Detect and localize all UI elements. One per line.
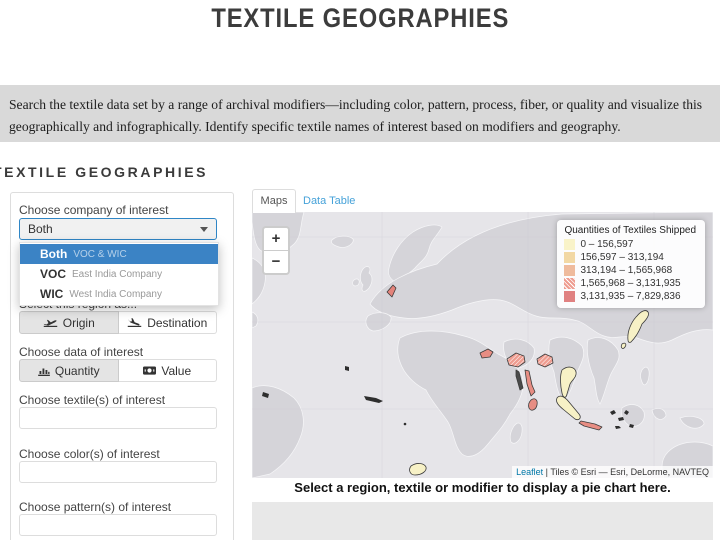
destination-button[interactable]: Destination (118, 311, 217, 334)
pie-chart-placeholder (252, 502, 713, 540)
legend-row: 1,565,968 – 3,131,935 (564, 278, 696, 289)
legend-swatch (564, 291, 576, 302)
company-dropdown: Both VOC & WIC VOC East India Company WI… (19, 242, 219, 306)
pattern-label: Choose pattern(s) of interest (19, 500, 172, 514)
money-bill-icon (143, 366, 157, 375)
chevron-down-icon (200, 226, 208, 232)
company-selected-value: Both (28, 222, 53, 236)
quantity-button[interactable]: Quantity (19, 359, 119, 382)
company-select[interactable]: Both (19, 218, 217, 240)
map-attribution: Leaflet | Tiles © Esri — Esri, DeLorme, … (512, 466, 713, 478)
company-label: Choose company of interest (19, 203, 169, 217)
pattern-input[interactable] (19, 514, 217, 536)
zoom-out-button[interactable]: − (264, 250, 288, 273)
legend-title: Quantities of Textiles Shipped (564, 225, 696, 236)
legend-swatch (564, 265, 576, 276)
tiles-credit: | Tiles © Esri — Esri, DeLorme, NAVTEQ (543, 467, 709, 477)
textile-label: Choose textile(s) of interest (19, 393, 166, 407)
origin-button[interactable]: Origin (19, 311, 119, 334)
legend-row: 0 – 156,597 (564, 239, 696, 250)
value-button[interactable]: Value (118, 359, 217, 382)
company-option-wic[interactable]: WIC West India Company (40, 287, 162, 301)
legend-row: 313,194 – 1,565,968 (564, 265, 696, 276)
page-title: TEXTILE GEOGRAPHIES (211, 3, 509, 33)
filter-panel: Choose company of interest Both Both VOC… (10, 192, 234, 540)
pie-chart-hint: Select a region, textile or modifier to … (294, 480, 671, 495)
leaflet-link[interactable]: Leaflet (516, 467, 544, 477)
textile-input[interactable] (19, 407, 217, 429)
plane-landing-icon (127, 317, 142, 328)
map-zoom-control: + − (262, 226, 290, 275)
map-legend: Quantities of Textiles Shipped 0 – 156,5… (557, 220, 705, 308)
tab-maps[interactable]: Maps (252, 189, 296, 213)
legend-swatch (564, 239, 576, 250)
tab-data-table[interactable]: Data Table (303, 195, 356, 207)
legend-row: 3,131,935 – 7,829,836 (564, 291, 696, 302)
legend-swatch-hatched (564, 278, 576, 289)
data-label: Choose data of interest (19, 345, 144, 359)
legend-swatch (564, 252, 576, 263)
color-input[interactable] (19, 461, 217, 483)
legend-row: 156,597 – 313,194 (564, 252, 696, 263)
zoom-in-button[interactable]: + (264, 228, 288, 250)
data-toggle: Quantity Value (19, 359, 217, 382)
company-option-voc[interactable]: VOC East India Company (40, 267, 163, 281)
sidebar-heading: TEXTILE GEOGRAPHIES (0, 164, 209, 180)
bar-chart-icon (38, 366, 50, 376)
company-option-both[interactable]: Both VOC & WIC (20, 244, 218, 264)
world-map[interactable]: + − Quantities of Textiles Shipped 0 – 1… (252, 212, 713, 478)
page-description: Search the textile data set by a range o… (0, 85, 720, 142)
color-label: Choose color(s) of interest (19, 447, 160, 461)
plane-takeoff-icon (43, 317, 58, 328)
region-toggle: Origin Destination (19, 311, 217, 334)
